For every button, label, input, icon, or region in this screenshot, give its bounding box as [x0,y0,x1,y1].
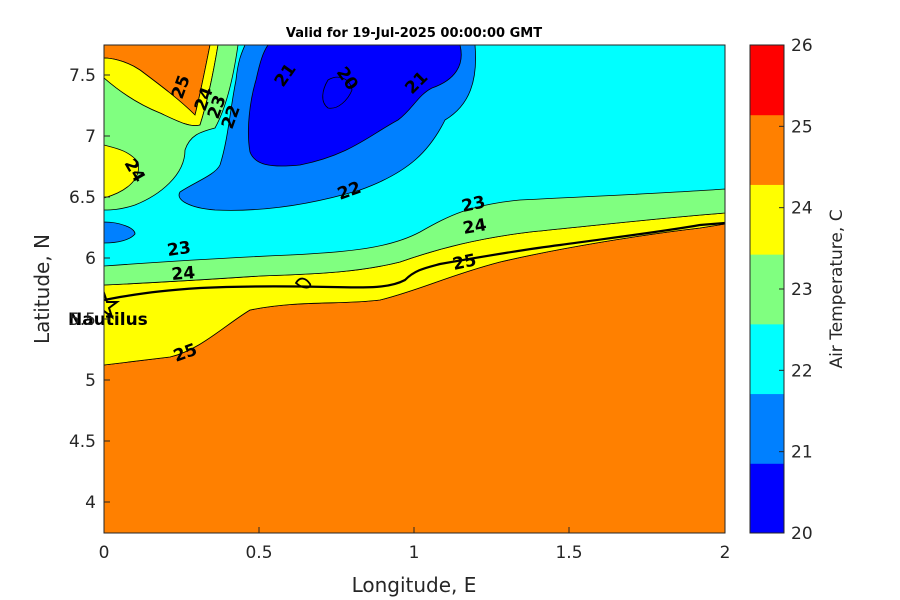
x-tick-label: 0 [99,543,110,563]
x-axis: 0 0.5 1 1.5 2 Longitude, E [99,527,731,597]
contour-fill-20-21 [248,45,462,167]
y-axis-label: Latitude, N [30,234,54,344]
colorbar-swatches [750,45,784,534]
y-tick-label: 6 [85,249,96,269]
colorbar-swatch [750,393,784,464]
colorbar-swatch [750,114,784,185]
nautilus-marker-star-icon [104,289,120,320]
y-tick-label: 4 [85,493,96,513]
colorbar-tick-label: 22 [791,361,813,381]
coastline [104,221,725,302]
contour-label: 23 [460,192,487,216]
colorbar-swatch [750,45,784,116]
contour-fill-21-22-west [104,221,136,244]
colorbar-tick-label: 23 [791,280,813,300]
contour-fill-24-25-nw-patch [104,144,139,199]
y-tick-label: 7 [85,127,96,147]
contour-fill-23-24 [104,188,725,286]
colorbar-tick-label: 26 [791,36,813,56]
colorbar-tick-label: 21 [791,443,813,463]
colorbar: 20 21 22 23 24 25 26 Air Temperature, C [749,36,847,544]
colorbar-label: Air Temperature, C [827,209,847,368]
x-tick-label: 0.5 [245,543,272,563]
contour-line-20 [322,76,353,109]
x-axis-label: Longitude, E [352,573,477,597]
colorbar-swatch [750,184,784,255]
x-tick-label: 1 [409,543,420,563]
contour-label: 24 [171,263,196,285]
y-tick-label: 5.5 [69,310,96,330]
x-tick-label: 2 [720,543,731,563]
colorbar-swatch [750,323,784,395]
chart-title: Valid for 19-Jul-2025 00:00:00 GMT [286,26,542,41]
nautilus-label: Nautilus [68,310,148,330]
y-axis: 4 4.5 5 5.5 6 6.5 7 7.5 Latitude, N [30,66,110,513]
x-tick-label: 1.5 [555,543,582,563]
coast-island [294,277,312,289]
colorbar-ticks: 20 21 22 23 24 25 26 [779,36,813,544]
colorbar-tick-label: 25 [791,117,813,137]
colorbar-tick-label: 20 [791,524,813,544]
colorbar-tick-label: 24 [791,199,813,219]
y-tick-label: 5 [85,371,96,391]
contour-label: 24 [461,215,488,239]
y-tick-label: 4.5 [69,432,96,452]
contour-label: 25 [451,250,478,274]
y-tick-label: 7.5 [69,66,96,86]
colorbar-swatch [750,254,784,325]
map-plot [104,45,725,533]
contour-label: 23 [166,238,192,261]
colorbar-swatch [750,463,784,534]
y-tick-label: 6.5 [69,188,96,208]
